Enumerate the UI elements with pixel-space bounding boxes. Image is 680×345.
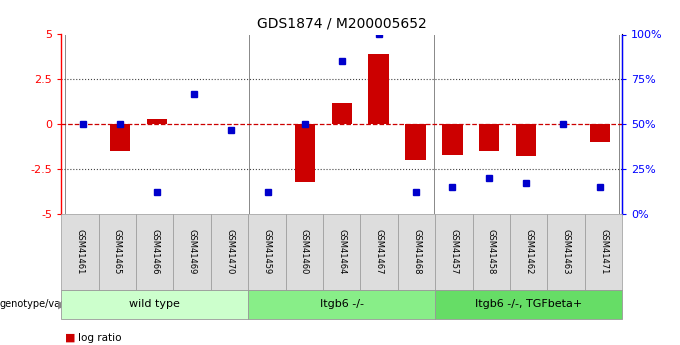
Bar — [147, 119, 167, 124]
Text: GSM41464: GSM41464 — [337, 229, 346, 275]
Text: GSM41468: GSM41468 — [412, 229, 421, 275]
Text: GSM41459: GSM41459 — [262, 229, 271, 275]
Text: Itgb6 -/-: Itgb6 -/- — [320, 299, 364, 309]
Bar — [442, 124, 462, 155]
Text: GSM41460: GSM41460 — [300, 229, 309, 275]
Bar — [516, 124, 537, 157]
Text: GSM41458: GSM41458 — [487, 229, 496, 275]
Bar — [590, 124, 610, 142]
Text: GSM41462: GSM41462 — [524, 229, 533, 275]
Bar — [405, 124, 426, 160]
Text: wild type: wild type — [129, 299, 180, 309]
Text: GSM41465: GSM41465 — [113, 229, 122, 275]
Text: GSM41469: GSM41469 — [188, 229, 197, 275]
Text: log ratio: log ratio — [78, 333, 122, 343]
Text: GSM41470: GSM41470 — [225, 229, 234, 275]
Text: ■: ■ — [65, 333, 75, 343]
Text: ▶: ▶ — [58, 299, 67, 309]
Text: genotype/variation: genotype/variation — [0, 299, 92, 309]
Bar — [369, 54, 389, 124]
Text: GSM41457: GSM41457 — [449, 229, 458, 275]
Text: GSM41467: GSM41467 — [375, 229, 384, 275]
Text: GSM41463: GSM41463 — [562, 229, 571, 275]
Bar — [479, 124, 500, 151]
Bar — [332, 103, 352, 124]
Text: GSM41461: GSM41461 — [75, 229, 84, 275]
Title: GDS1874 / M200005652: GDS1874 / M200005652 — [257, 17, 426, 31]
Bar — [294, 124, 315, 181]
Text: GSM41466: GSM41466 — [150, 229, 159, 275]
Bar — [110, 124, 131, 151]
Text: Itgb6 -/-, TGFbeta+: Itgb6 -/-, TGFbeta+ — [475, 299, 582, 309]
Text: GSM41471: GSM41471 — [599, 229, 608, 275]
